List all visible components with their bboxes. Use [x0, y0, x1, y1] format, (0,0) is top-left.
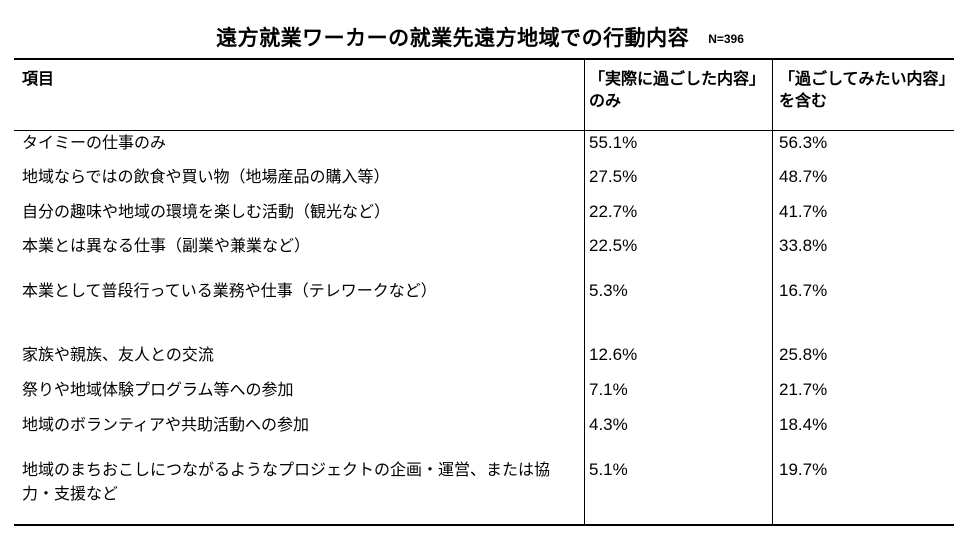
row-desired: 19.7% — [779, 460, 828, 479]
title-bar: 遠方就業ワーカーの就業先遠方地域での行動内容 N=396 — [0, 22, 960, 52]
row-actual: 5.3% — [589, 281, 628, 300]
row-label: タイミーの仕事のみ — [22, 133, 167, 152]
row-actual: 7.1% — [589, 380, 628, 399]
row-label: 地域ならではの飲食や買い物（地場産品の購入等） — [22, 167, 390, 186]
row-desired: 25.8% — [779, 345, 828, 364]
page-title: 遠方就業ワーカーの就業先遠方地域での行動内容 — [216, 26, 690, 50]
row-actual: 22.5% — [589, 236, 638, 255]
results-table: 項目 「実際に過ごした内容」のみ 「過ごしてみたい内容」を含む タイミーの仕事の… — [14, 58, 954, 526]
row-desired: 21.7% — [779, 380, 828, 399]
row-actual: 22.7% — [589, 202, 638, 221]
column-divider-2 — [772, 60, 773, 524]
header-desired: 「過ごしてみたい内容」を含む — [779, 69, 947, 110]
row-label: 祭りや地域体験プログラム等への参加 — [22, 380, 294, 399]
row-label: 自分の趣味や地域の環境を楽しむ活動（観光など） — [22, 202, 391, 221]
row-desired: 41.7% — [779, 202, 828, 221]
row-actual: 55.1% — [589, 133, 638, 152]
table-bottom-border — [14, 524, 954, 526]
row-desired: 16.7% — [779, 281, 828, 300]
row-actual: 12.6% — [589, 345, 638, 364]
row-label: 家族や親族、友人との交流 — [22, 345, 214, 364]
row-label: 本業とは異なる仕事（副業や兼業など） — [22, 236, 311, 255]
row-label: 地域のボランティアや共助活動への参加 — [22, 415, 310, 434]
row-label: 地域のまちおこしにつながるようなプロジェクトの企画・運営、または協力・支援など — [22, 460, 551, 503]
row-actual: 27.5% — [589, 167, 638, 186]
header-divider — [14, 130, 954, 131]
header-actual: 「実際に過ごした内容」のみ — [589, 69, 766, 110]
table-top-border — [14, 58, 954, 60]
sample-size-note: N=396 — [708, 32, 744, 46]
row-actual: 4.3% — [589, 415, 628, 434]
row-desired: 48.7% — [779, 167, 828, 186]
row-actual: 5.1% — [589, 460, 628, 479]
column-divider-1 — [584, 60, 585, 524]
row-desired: 56.3% — [779, 133, 828, 152]
row-desired: 18.4% — [779, 415, 828, 434]
row-label: 本業として普段行っている業務や仕事（テレワークなど） — [22, 281, 437, 300]
row-desired: 33.8% — [779, 236, 828, 255]
header-item: 項目 — [22, 69, 55, 88]
